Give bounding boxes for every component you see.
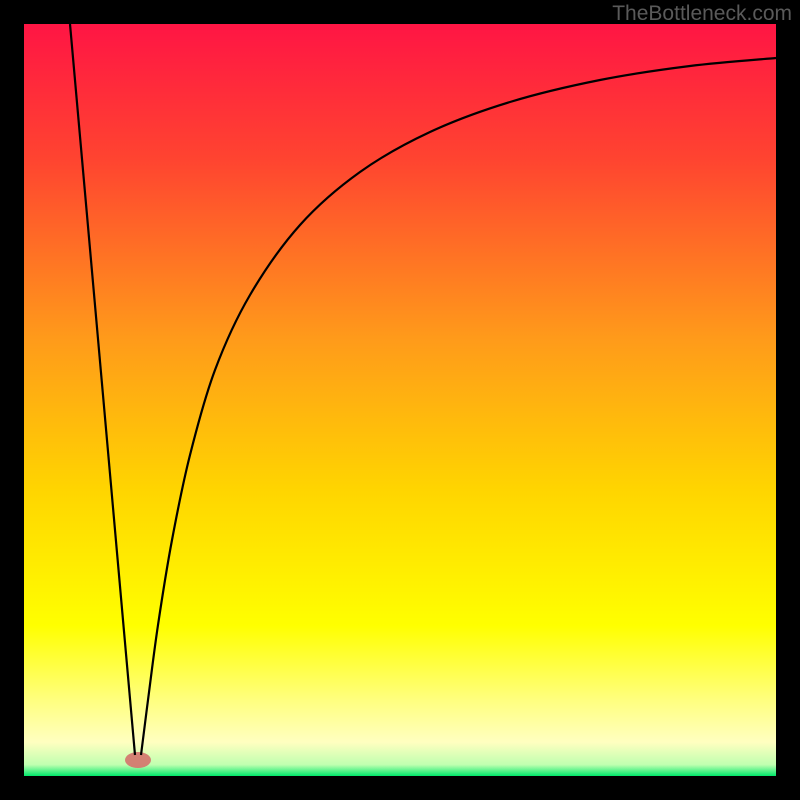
- watermark-text: TheBottleneck.com: [612, 2, 792, 26]
- bottleneck-chart: [0, 0, 800, 800]
- plot-background: [24, 24, 776, 776]
- minimum-marker: [125, 752, 151, 768]
- chart-container: TheBottleneck.com: [0, 0, 800, 800]
